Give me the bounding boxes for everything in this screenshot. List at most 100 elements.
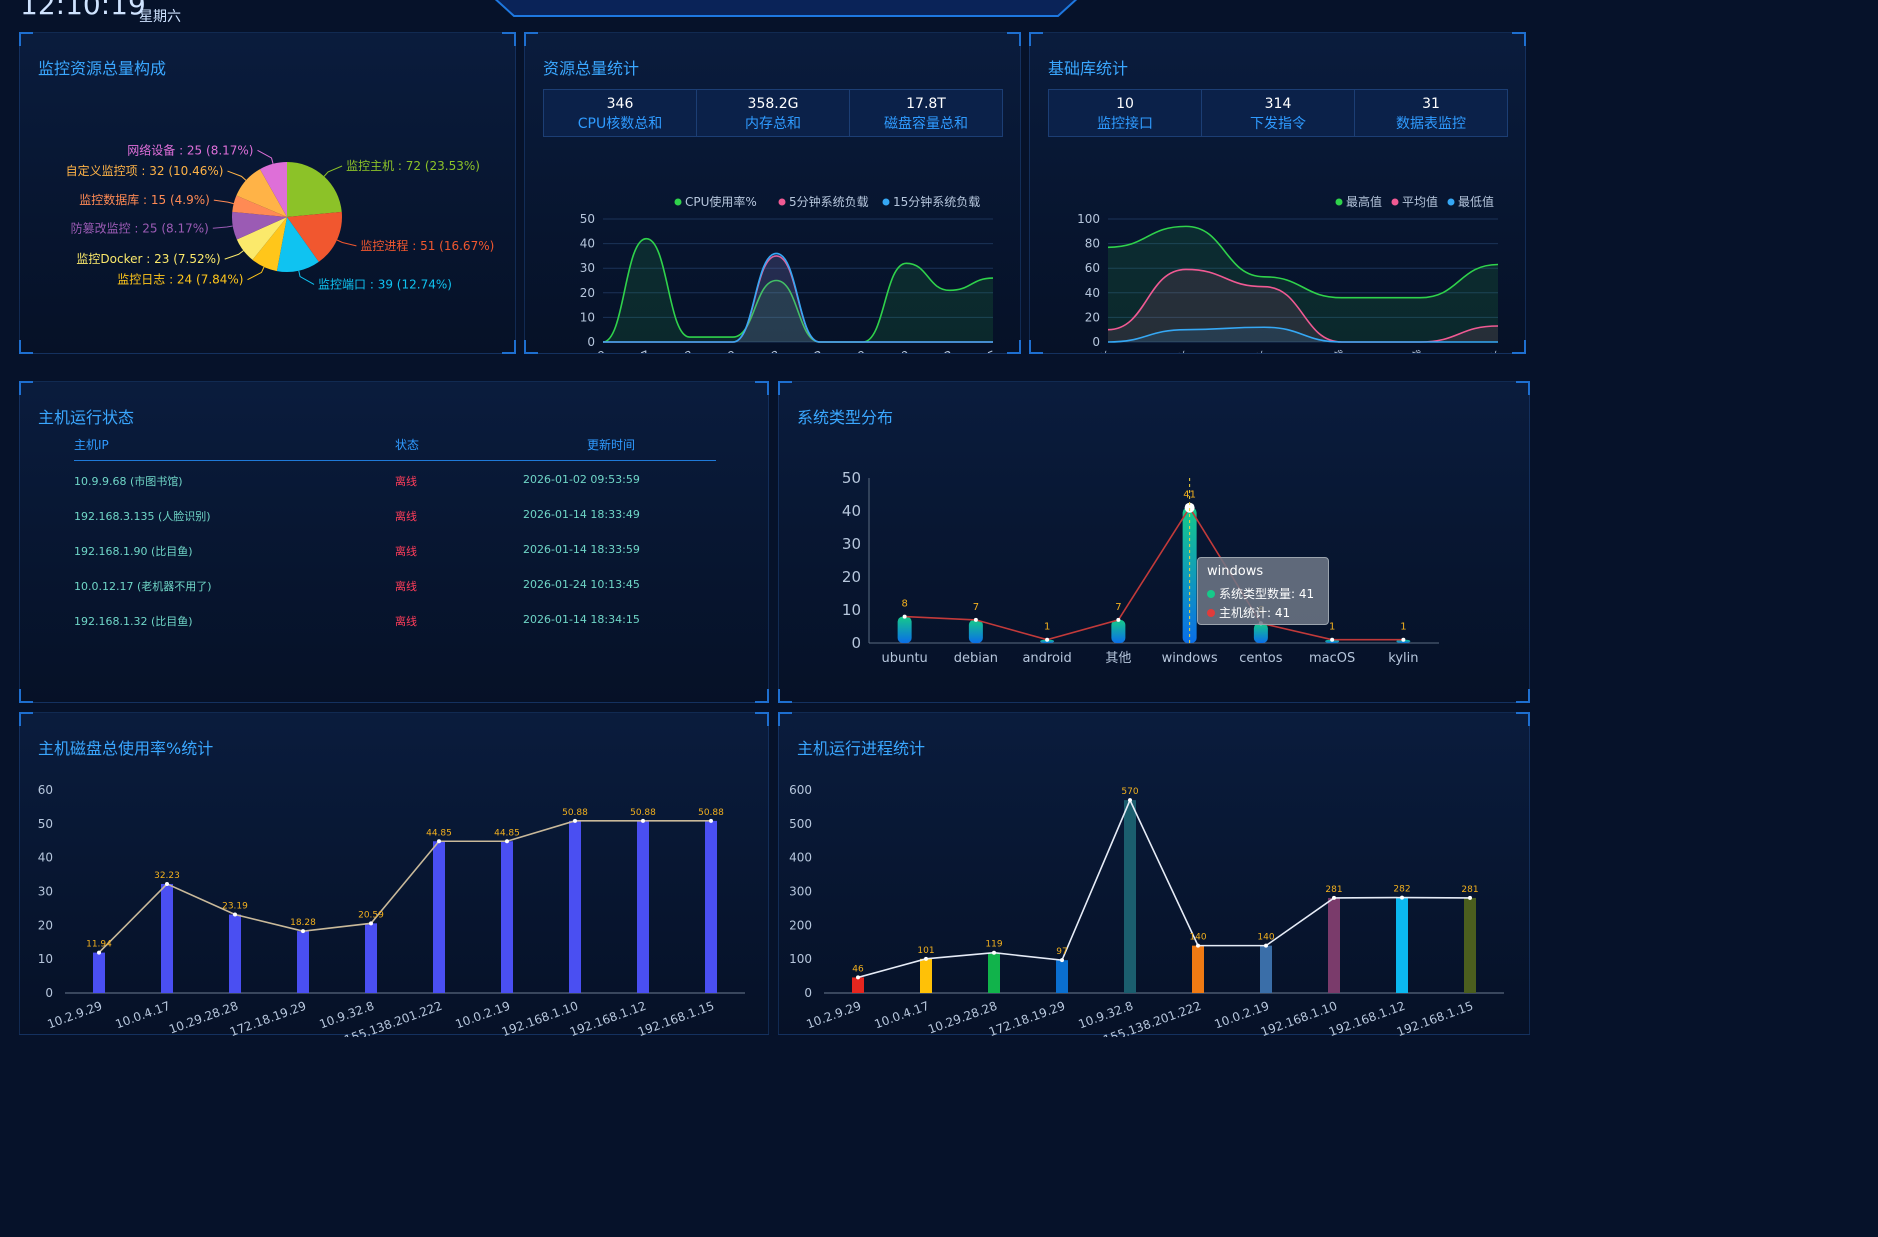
pie-label: 防篡改监控 : 25 (8.17%) <box>71 220 209 235</box>
pie-label: 监控进程 : 51 (16.67%) <box>360 238 494 253</box>
bar-value-label: 1 <box>1329 622 1335 633</box>
x-tick-label: 10.2.9.29 <box>804 999 863 1032</box>
line-point <box>641 818 645 823</box>
bar-value-label: 101 <box>917 946 934 956</box>
y-tick-label: 0 <box>587 335 595 349</box>
col-header-status[interactable]: 状态 <box>395 438 420 452</box>
data-bar <box>920 958 932 993</box>
pie-slice <box>232 211 287 240</box>
panel-disk-usage: 主机磁盘总使用率%统计 0 10 20 30 40 50 60 11.94 32.23 23.19… <box>19 712 769 1037</box>
host-cell-ip: 192.168.1.32 (比目鱼) <box>74 615 193 628</box>
y-tick-label: 600 <box>789 783 812 797</box>
line-point <box>709 818 713 823</box>
trend-line <box>857 798 1471 979</box>
legend-label: CPU使用率% <box>685 194 757 209</box>
stat-strip: 346 CPU核数总和 358.2G 内存总和 17.8T 磁盘容量总和 <box>543 89 1003 137</box>
line-point <box>1128 798 1132 803</box>
x-tick-label: 磁盘% <box>1231 347 1269 353</box>
y-tick-label: 60 <box>1085 261 1100 275</box>
x-tick-label: 192.168.1.12 <box>568 999 648 1037</box>
x-tick-label: 15分钟负载 <box>1361 347 1425 353</box>
col-header-time[interactable]: 更新时间 <box>587 438 636 452</box>
host-cell-status: 离线 <box>395 475 417 488</box>
x-tick-label: 172.18.19.29 <box>228 999 308 1037</box>
panel-resource-totals: 资源总量统计 346 CPU核数总和 358.2G 内存总和 17.8T 磁盘容量总和… <box>524 32 1021 354</box>
host-cell-status: 离线 <box>395 510 417 523</box>
data-bar <box>1396 897 1408 993</box>
pie-slice <box>236 169 287 217</box>
stat-interfaces: 10 监控接口 <box>1049 90 1202 136</box>
top-bar: 12:10:19 星期六 <box>0 0 1568 28</box>
panel-title: 基础库统计 <box>1048 59 1129 78</box>
pie-leader-line <box>257 149 274 164</box>
host-cell-status: 离线 <box>395 615 417 628</box>
bar-value-label: 570 <box>1121 787 1138 797</box>
x-tick-label: windows <box>1162 651 1218 666</box>
x-tick-label: 172.18.19.29 <box>659 348 739 353</box>
y-tick-label: 50 <box>38 817 53 831</box>
y-tick-label: 100 <box>789 952 812 966</box>
panel-os-distribution: 系统类型分布 0 10 20 30 40 50 8 ubuntu 7 debian 1 android… <box>778 381 1530 703</box>
panel-resource-composition: 监控资源总量构成 监控主机 : 72 (23.53%) 监控进程 : 51 (16… <box>19 32 516 354</box>
pie-slice <box>252 217 287 272</box>
series-line <box>1107 326 1498 343</box>
pie-leader-line <box>298 270 315 285</box>
x-tick-label: 10.2.9.29 <box>550 348 608 353</box>
col-header-ip[interactable]: 主机IP <box>74 438 109 452</box>
data-bar <box>93 952 105 993</box>
data-bar <box>637 820 649 993</box>
stat-tables: 31 数据表监控 <box>1396 96 1466 132</box>
y-tick-label: 10 <box>580 310 595 324</box>
process-bar-chart[interactable]: 0 100 200 300 400 500 600 46 101 119 97 570 140 140 28… <box>779 747 1529 1037</box>
pie-leader-line <box>213 199 234 205</box>
pie-slice <box>232 195 287 217</box>
series-area <box>1108 226 1498 342</box>
y-tick-label: 100 <box>1077 212 1100 226</box>
line-point <box>165 881 169 886</box>
y-tick-label: 200 <box>789 918 812 932</box>
y-tick-label: 40 <box>580 237 595 251</box>
data-bar <box>705 820 717 993</box>
pie-slice <box>287 211 342 262</box>
pie-label: 监控Docker : 23 (7.52%) <box>76 252 220 266</box>
y-tick-label: 30 <box>580 261 595 275</box>
series-area <box>1108 327 1498 342</box>
series-line <box>602 237 994 343</box>
series-line <box>603 252 993 343</box>
os-bar <box>1253 623 1268 643</box>
base-line-chart: 020406080100CPU%内存%磁盘%5分钟负载15分钟负载交换区内存%最… <box>1075 194 1503 353</box>
y-tick-label: 10 <box>842 601 861 619</box>
legend-label: 最高值 <box>1346 194 1382 209</box>
bar-value-label: 282 <box>1393 885 1410 895</box>
line-point <box>924 956 928 961</box>
y-tick-label: 40 <box>1085 286 1100 300</box>
bar-value-label: 44.85 <box>426 828 452 838</box>
stat-commands: 314 下发指令 <box>1202 90 1355 136</box>
line-point <box>1468 895 1472 900</box>
bar-value-label: 140 <box>1257 933 1274 943</box>
y-tick-label: 40 <box>842 502 861 520</box>
x-tick-label: 192.168.1.15 <box>1395 999 1475 1037</box>
pie-label: 监控主机 : 72 (23.53%) <box>346 159 480 173</box>
x-tick-label: android <box>1022 651 1071 666</box>
bar-value-label: 46 <box>852 964 864 974</box>
y-tick-label: 50 <box>580 212 595 226</box>
data-bar <box>988 952 1000 993</box>
pie-slice <box>236 217 287 260</box>
bar-value-label: 7 <box>973 602 979 613</box>
host-cell-ip: 10.0.12.17 (老机器不用了) <box>74 580 212 593</box>
x-tick-label: debian <box>954 651 998 666</box>
y-tick-label: 20 <box>842 568 861 586</box>
bar-value-label: 32.23 <box>154 871 180 881</box>
os-bar <box>968 619 983 643</box>
x-tick-label: 192.168.1.15 <box>636 999 716 1037</box>
legend-dot-icon <box>1335 198 1343 206</box>
data-bar <box>852 977 864 993</box>
y-tick-label: 50 <box>842 469 861 487</box>
y-tick-label: 10 <box>38 952 53 966</box>
pie-slice <box>259 162 287 217</box>
disk-bar-chart[interactable]: 0 10 20 30 40 50 60 11.94 32.23 23.19 18.28 20.59 44… <box>20 747 768 1037</box>
os-bar-chart[interactable]: 0 10 20 30 40 50 8 ubuntu 7 debian 1 android 7 其他 41 wi… <box>779 412 1529 702</box>
data-bar <box>1124 800 1136 993</box>
panel-base-stats: 基础库统计 10 监控接口 314 下发指令 31 数据表监控 0 20 40 60 80 10… <box>1029 32 1526 354</box>
